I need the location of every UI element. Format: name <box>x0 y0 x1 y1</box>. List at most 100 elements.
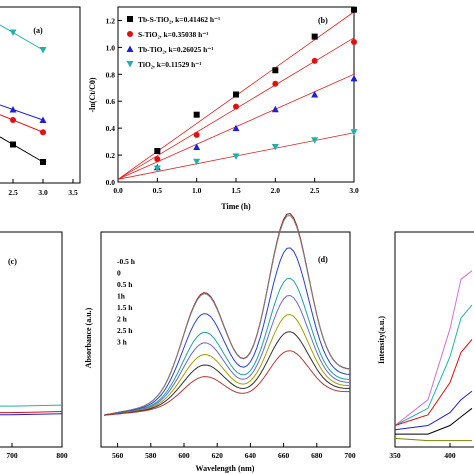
panel-b-x-tick-label: 2.5 <box>310 186 320 195</box>
panel-b-y-tick-label: 0.4 <box>106 124 116 133</box>
panel-b-legend-marker <box>127 16 133 22</box>
panel-d: (d) 560 580 600 620 640 660 680 700 -0.5 h 0 0.5 h… <box>84 213 356 473</box>
panel-b-point <box>233 103 239 110</box>
panel-b-xlabel: Time (h) <box>221 202 251 211</box>
panel-a-point <box>39 116 47 123</box>
panel-d-series-line <box>104 213 351 416</box>
panel-e: 350 400 Intensity(a.u.) <box>377 231 474 460</box>
panel-d-legend-label: 3 h <box>117 338 128 347</box>
panel-b-y-tick-label: 1.0 <box>106 43 116 52</box>
panel-b-point <box>272 67 279 74</box>
panel-e-frame <box>394 231 474 448</box>
panel-b-point <box>271 105 279 113</box>
panel-e-ylabel: Intensity(a.u.) <box>377 316 386 364</box>
panel-e-series-line <box>394 339 473 426</box>
panel-d-series-line <box>104 350 350 416</box>
panel-b-plot: 0.0 0.5 1.0 1.5 2.0 2.5 3.0 0.0 0.2 0.4 0.6 0.8 1.0 1… <box>106 6 359 195</box>
panel-a-series-line <box>0 24 44 51</box>
panel-d-series-line <box>104 314 350 416</box>
panel-a-frame <box>0 6 81 184</box>
panel-e-x-tick-label: 400 <box>444 451 456 460</box>
panel-b-legend-marker <box>127 31 133 37</box>
panel-b-x-tick-label: 3.0 <box>349 186 359 195</box>
panel-b-legend-marker <box>126 61 134 68</box>
panel-e-series-line <box>394 437 472 442</box>
panel-b-point <box>311 33 318 40</box>
panel-c-label: (c) <box>8 257 17 266</box>
panel-a-point <box>10 141 16 148</box>
panel-c-frame <box>0 231 63 448</box>
panel-b-point <box>233 91 239 98</box>
panel-b-legend-label: S-TiO₂, k=0.35038 h⁻¹ <box>138 30 209 39</box>
panel-b-point <box>154 148 161 155</box>
panel-d-frame <box>100 231 351 448</box>
panel-c-plot: 700 800 <box>0 404 68 460</box>
panel-d-series-line <box>104 277 351 416</box>
panel-c-series-line <box>0 411 63 414</box>
panel-d-series-line <box>104 294 351 416</box>
panel-b-point <box>350 74 358 82</box>
panel-a-label: (a) <box>33 26 43 35</box>
panel-b-y-tick-label: 0.2 <box>106 151 116 160</box>
panel-d-legend-label: 1h <box>117 292 126 301</box>
panel-e-series-line <box>394 304 473 426</box>
panel-c-series-line <box>0 413 63 416</box>
panel-a-point <box>9 106 17 113</box>
panel-a-x-tick-label: 2.5 <box>8 188 18 197</box>
panel-a-plot: 2.5 3.0 3.5 <box>0 24 78 197</box>
panel-b-y-tick-label: 0.0 <box>106 178 116 187</box>
panel-b-x-tick-label: 2.0 <box>271 186 281 195</box>
panel-b-x-tick-label: 0.5 <box>153 186 163 195</box>
panel-b-x-tick-label: 1.0 <box>192 186 202 195</box>
panel-b-legend-label: TiO₂, k=0.11529 h⁻¹ <box>138 60 201 69</box>
panel-b-point <box>311 57 318 64</box>
panel-a-point <box>9 29 17 36</box>
panel-b-point <box>272 80 279 87</box>
panel-d-legend-label: 2.5 h <box>117 326 133 335</box>
panel-d-label: (d) <box>318 255 328 264</box>
panel-b-y-tick-label: 0.8 <box>106 70 116 79</box>
panel-d-x-tick-label: 700 <box>344 451 356 460</box>
panel-d-x-tick-label: 680 <box>311 451 323 460</box>
panel-d-legend-label: 0 <box>117 269 121 278</box>
panel-b: (b) 0.0 0.5 1.0 1.5 2.0 2.5 3.0 0.0 0.2 0.4 0.6 0.8… <box>88 6 359 211</box>
panel-b-x-tick-label: 1.5 <box>231 186 241 195</box>
panel-b-point <box>193 143 201 150</box>
panel-b-y-tick-label: 1.2 <box>106 16 116 25</box>
panel-b-y-tick-label: 0.6 <box>106 97 116 106</box>
panel-a-x-tick-label: 3.5 <box>68 188 78 197</box>
panel-c: (c) 700 800 <box>0 231 68 460</box>
panel-b-legend-label: Tb-S-TiO₂, k=0.41462 h⁻¹ <box>138 15 220 24</box>
panel-d-legend-label: 1.5 h <box>117 303 133 312</box>
panel-d-x-tick-label: 640 <box>245 451 257 460</box>
panel-b-point <box>311 137 319 144</box>
panel-c-x-tick-label: 800 <box>56 451 68 460</box>
panel-a: (a) 2.5 3.0 3.5 <box>0 6 81 197</box>
panel-b-point <box>350 129 358 136</box>
panel-a-point <box>39 47 47 54</box>
panel-e-series-line <box>394 270 473 426</box>
panel-d-xlabel: Wavelength (nm) <box>196 464 255 473</box>
panel-e-series-line <box>394 390 473 431</box>
panel-b-point <box>193 131 200 138</box>
panel-c-series-line <box>0 404 63 407</box>
panel-d-x-tick-label: 560 <box>112 451 124 460</box>
panel-d-x-tick-label: 620 <box>212 451 224 460</box>
panel-d-legend-label: 2 h <box>117 315 128 324</box>
panel-d-x-tick-label: 660 <box>278 451 290 460</box>
panel-b-legend-label: Tb-TiO₂, k=0.26025 h⁻¹ <box>138 45 214 54</box>
panel-d-x-tick-label: 600 <box>178 451 190 460</box>
panel-b-point <box>351 6 357 13</box>
panel-d-legend-label: 0.5 h <box>117 280 133 289</box>
panel-a-point <box>40 129 46 136</box>
panel-e-plot: 350 400 <box>389 270 473 460</box>
panel-b-point <box>351 39 357 45</box>
panel-d-series-line <box>104 214 351 416</box>
panel-b-ylabel: -ln(Ct/C0) <box>88 77 97 112</box>
panel-d-series-line <box>104 247 351 416</box>
panel-b-legend-marker <box>126 45 134 52</box>
panel-b-point <box>153 165 161 173</box>
panel-a-point <box>40 159 46 165</box>
panel-d-series-line <box>104 331 350 416</box>
panel-a-series-line <box>0 136 44 163</box>
